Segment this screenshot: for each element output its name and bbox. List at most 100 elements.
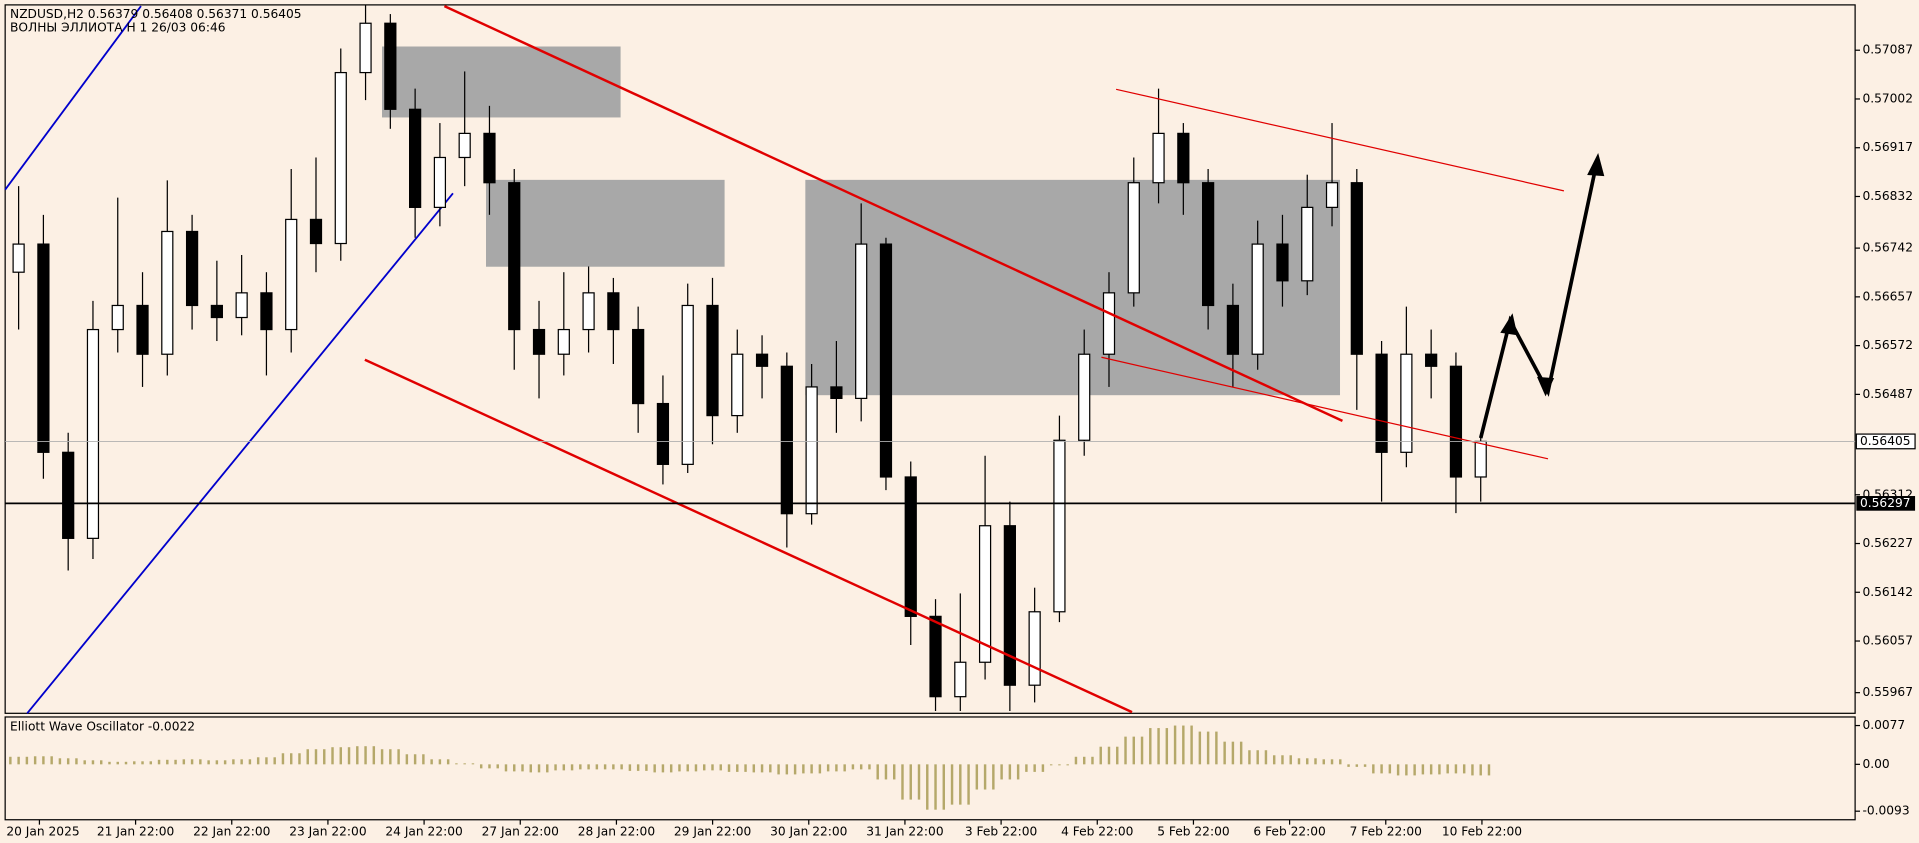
candle-body — [1152, 132, 1165, 184]
candle-body — [12, 243, 25, 273]
candle-body — [1226, 304, 1240, 355]
candle-body — [62, 451, 75, 539]
candle-body — [755, 353, 769, 367]
trend-line — [26, 192, 454, 714]
chart-subtitle: ВОЛНЫ ЭЛЛИОТА H 1 26/03 06:46 — [10, 21, 225, 35]
candle-body — [805, 386, 818, 515]
candle-body — [1276, 243, 1289, 282]
current-price-box — [1855, 433, 1916, 450]
arrow-head — [1587, 152, 1605, 177]
candle-body — [904, 476, 917, 617]
x-tick-label: 4 Feb 22:00 — [1061, 824, 1133, 838]
candle-body — [1177, 132, 1190, 184]
y-tick-label: 0.56917 — [1862, 140, 1913, 154]
candle-body — [359, 22, 372, 74]
candle-body — [557, 328, 570, 355]
oscillator-panel — [4, 716, 1856, 821]
candle-body — [855, 243, 868, 400]
candle-body — [780, 365, 793, 515]
candle-body — [1078, 353, 1091, 441]
x-tick-label: 29 Jan 22:00 — [674, 824, 751, 838]
annotations — [364, 5, 1605, 714]
y-tick-label: 0.57002 — [1862, 91, 1913, 105]
candle-body — [1251, 243, 1264, 355]
candle-body — [978, 525, 992, 663]
candle-body — [706, 304, 719, 417]
current-price-label: 0.56405 — [1860, 434, 1911, 448]
candle-body — [656, 402, 670, 465]
y-tick-label: 0.56572 — [1862, 338, 1913, 352]
candle-body — [1053, 439, 1066, 613]
candle-body — [1028, 611, 1041, 686]
x-tick-label: 3 Feb 22:00 — [965, 824, 1037, 838]
zone — [382, 46, 621, 118]
x-tick-label: 7 Feb 22:00 — [1350, 824, 1422, 838]
x-tick-label: 31 Jan 22:00 — [866, 824, 943, 838]
osc-tick-label: 0.00 — [1862, 757, 1889, 771]
y-tick-label: 0.56142 — [1862, 585, 1913, 599]
channel-line — [1115, 88, 1565, 192]
oscillator-title: Elliott Wave Oscillator -0.0022 — [10, 719, 195, 733]
candle-body — [185, 230, 199, 307]
candle-body — [136, 304, 149, 355]
candle-body — [1449, 365, 1463, 478]
candle-body — [582, 292, 595, 331]
candle-body — [508, 182, 521, 331]
candle-body — [409, 108, 422, 208]
x-tick-label: 28 Jan 22:00 — [578, 824, 655, 838]
candle-body — [1325, 182, 1339, 208]
candle-body — [260, 292, 273, 331]
x-tick-label: 6 Feb 22:00 — [1253, 824, 1325, 838]
candle-body — [161, 230, 174, 355]
candle-body — [1474, 440, 1487, 478]
channel-line — [364, 358, 1133, 714]
trend-line — [4, 5, 142, 191]
x-tick-label: 21 Jan 22:00 — [97, 824, 174, 838]
arrow-head — [1500, 313, 1518, 336]
y-tick-label: 0.56487 — [1862, 387, 1913, 401]
y-tick-label: 0.55967 — [1862, 685, 1913, 699]
level-label: 0.56297 — [1860, 496, 1911, 510]
candle-body — [433, 156, 447, 208]
candle-body — [632, 328, 645, 405]
candle-body — [929, 615, 942, 698]
candle-body — [1102, 292, 1116, 355]
y-tick-label: 0.56057 — [1862, 634, 1913, 648]
candle-body — [830, 386, 843, 400]
candle-body — [37, 243, 50, 453]
osc-tick-label: 0.0077 — [1862, 718, 1905, 732]
x-tick-label: 23 Jan 22:00 — [289, 824, 366, 838]
candle-body — [879, 243, 893, 478]
candle-body — [1301, 206, 1314, 282]
candle-body — [384, 22, 397, 110]
osc-tick-label: -0.0093 — [1862, 804, 1909, 818]
channel-line — [443, 5, 1343, 422]
x-tick-label: 27 Jan 22:00 — [482, 824, 559, 838]
channel-line — [1101, 356, 1549, 460]
annotations — [4, 5, 1341, 714]
y-tick-label: 0.56657 — [1862, 289, 1913, 303]
candle-body — [1375, 353, 1388, 453]
x-tick-label: 5 Feb 22:00 — [1157, 824, 1229, 838]
y-tick-label: 0.56832 — [1862, 189, 1913, 203]
y-tick-label: 0.56227 — [1862, 536, 1913, 550]
candle-body — [1400, 353, 1413, 453]
candle-body — [1350, 182, 1363, 355]
zone — [486, 179, 725, 267]
level-box — [1856, 496, 1916, 511]
candle-body — [681, 304, 694, 465]
y-tick-label: 0.57087 — [1862, 43, 1913, 57]
candle-body — [607, 292, 620, 331]
candle-body — [235, 292, 248, 319]
forecast-arrow — [1478, 161, 1599, 439]
x-tick-label: 22 Jan 22:00 — [193, 824, 270, 838]
candle-body — [1003, 525, 1016, 686]
candle-body — [1202, 182, 1215, 307]
x-tick-label: 10 Feb 22:00 — [1442, 824, 1522, 838]
candle-body — [458, 132, 471, 159]
x-tick-label: 24 Jan 22:00 — [385, 824, 462, 838]
chart-title: NZDUSD,H2 0.56379 0.56408 0.56371 0.5640… — [10, 7, 302, 21]
candle-body — [1127, 182, 1140, 294]
candles — [12, 4, 1487, 712]
